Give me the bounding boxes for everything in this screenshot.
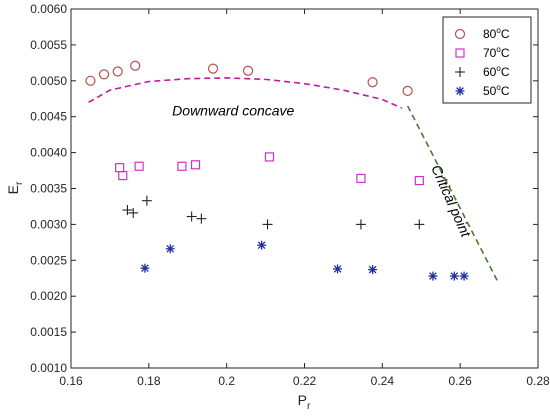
data-point [122, 205, 133, 216]
data-point [414, 176, 424, 186]
data-point [128, 207, 139, 218]
x-tick-label: 0.28 [526, 374, 550, 388]
legend-marker-60c [455, 67, 465, 77]
data-points [85, 60, 469, 281]
data-point [85, 75, 96, 86]
data-point [165, 244, 175, 254]
y-axis-label: Er [5, 181, 25, 194]
data-point [428, 271, 438, 281]
data-point [355, 219, 366, 230]
x-tick-label: 0.2 [218, 374, 235, 388]
y-tick-label: 0.0010 [30, 361, 67, 375]
x-tick-label: 0.16 [59, 374, 83, 388]
series-50c [140, 240, 469, 281]
data-point [130, 60, 141, 71]
series-60c [122, 195, 425, 230]
data-point [356, 173, 366, 184]
x-tick-label: 0.22 [293, 374, 317, 388]
y-tick-label: 0.0025 [30, 253, 67, 267]
data-point [118, 170, 128, 181]
legend: 80oC 70oC 60oC 50oC [442, 16, 532, 104]
x-tick-label: 0.18 [137, 374, 161, 388]
x-axis-label: Pr [298, 392, 311, 412]
data-point [196, 213, 207, 224]
data-point [257, 240, 267, 250]
data-point [242, 65, 254, 76]
series-70c [115, 152, 424, 186]
y-tick-label: 0.0015 [30, 325, 67, 339]
data-point [141, 195, 152, 206]
legend-marker-80c [454, 28, 466, 40]
x-tick-label: 0.24 [371, 374, 395, 388]
x-tick-label: 0.26 [448, 374, 472, 388]
data-point [112, 66, 123, 77]
data-point [207, 63, 219, 74]
y-tick-label: 0.0045 [30, 110, 67, 124]
data-point [333, 264, 343, 274]
y-tick-label: 0.0055 [30, 38, 67, 52]
legend-marker-70c [455, 48, 465, 58]
data-point [186, 211, 197, 222]
data-point [367, 77, 378, 88]
concave-trend-curve [88, 77, 403, 109]
critical-point-line [406, 105, 498, 281]
y-tick-label: 0.0060 [30, 2, 67, 16]
data-point [402, 85, 413, 96]
y-tick-label: 0.0035 [30, 182, 67, 196]
axis-ticks: 0.16 0.18 0.2 0.22 0.24 0.26 0.28 0.0010 0.0015 0… [30, 2, 550, 388]
downward-concave-label: Downward concave [172, 102, 294, 118]
y-tick-label: 0.0050 [30, 74, 67, 88]
legend-label-80c: 80oC [483, 26, 510, 41]
y-tick-label: 0.0040 [30, 146, 67, 160]
data-point [459, 271, 469, 281]
y-tick-label: 0.0030 [30, 217, 67, 231]
legend-label-50c: 50oC [483, 83, 510, 98]
series-80c [85, 60, 413, 96]
legend-marker-50c [455, 86, 465, 96]
data-point [190, 160, 201, 170]
data-point [134, 161, 144, 171]
data-point [98, 69, 110, 80]
data-point [140, 263, 150, 273]
data-point [368, 265, 378, 275]
data-point [449, 271, 459, 281]
y-tick-label: 0.0020 [30, 289, 67, 303]
data-point [264, 152, 275, 162]
data-point [414, 219, 425, 230]
data-point [177, 161, 187, 171]
legend-label-60c: 60oC [483, 64, 510, 79]
data-point [262, 219, 273, 230]
legend-label-70c: 70oC [483, 45, 510, 60]
